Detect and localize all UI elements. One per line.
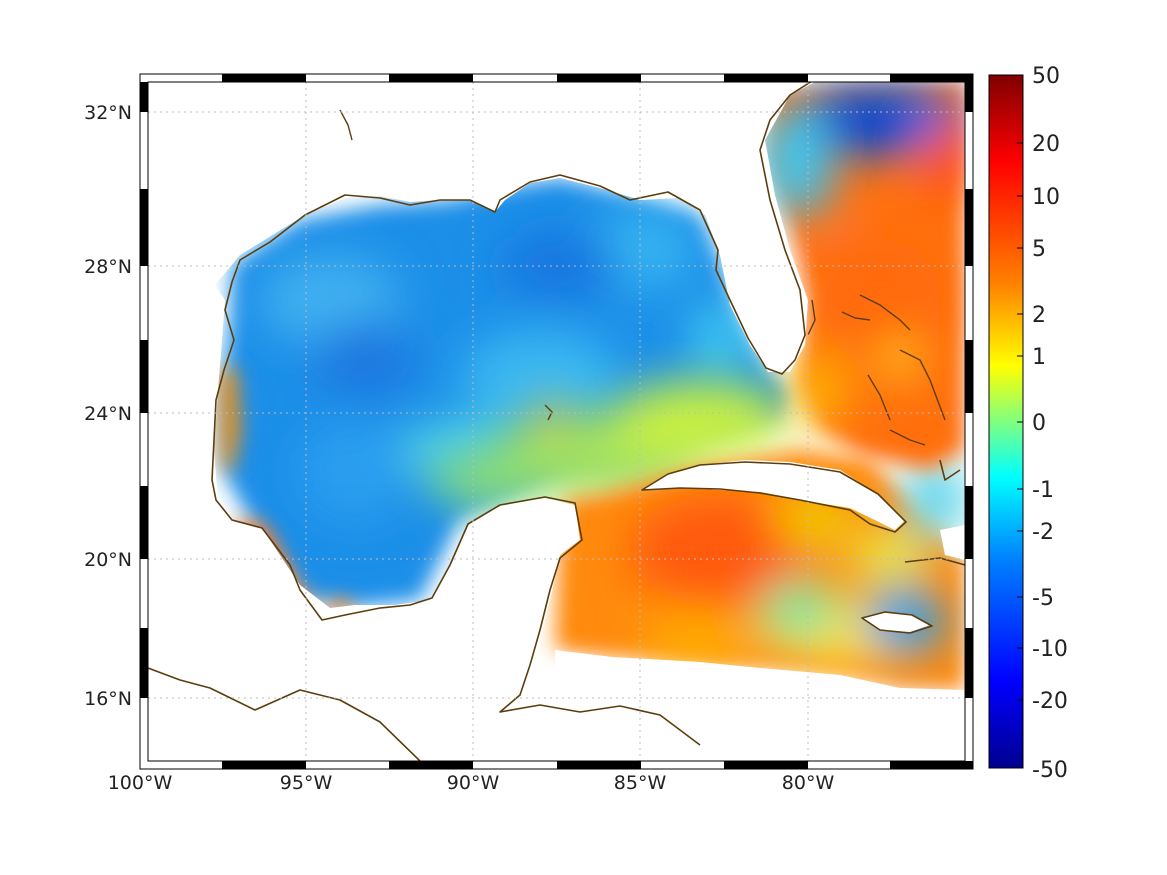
colorbar: 50 20 10 5 2 1 0 -1 -2 -5 -10 -20 -50	[988, 64, 1068, 783]
colorbar-tick-label: -2	[1032, 520, 1054, 545]
latitude-labels: 32°N 28°N 24°N 20°N 16°N	[84, 102, 132, 710]
colorbar-tick-label: -5	[1032, 586, 1054, 611]
lon-tick-label: 95°W	[280, 772, 333, 794]
map-frame	[139, 73, 974, 770]
lat-tick-label: 28°N	[84, 256, 132, 278]
graticule	[148, 82, 965, 761]
lon-tick-label: 100°W	[108, 772, 173, 794]
lon-tick-label: 90°W	[447, 772, 500, 794]
lon-tick-label: 80°W	[782, 772, 835, 794]
colorbar-tick-label: 1	[1032, 345, 1046, 370]
longitude-labels: 100°W 95°W 90°W 85°W 80°W	[108, 772, 835, 794]
colorbar-tick-marks	[1017, 142, 1023, 701]
lat-tick-label: 32°N	[84, 102, 132, 124]
island-outlines	[339, 109, 946, 446]
lat-tick-label: 24°N	[84, 403, 132, 425]
land-mask	[148, 82, 965, 761]
colorbar-tick-label: -10	[1032, 637, 1068, 662]
colorbar-tick-label: 2	[1032, 303, 1046, 328]
colorbar-tick-label: -20	[1032, 689, 1068, 714]
colorbar-tick-label: -1	[1032, 478, 1054, 503]
lon-tick-label: 85°W	[614, 772, 667, 794]
coastlines	[148, 82, 965, 761]
colorbar-tick-label: 0	[1032, 411, 1046, 436]
lat-tick-label: 20°N	[84, 549, 132, 571]
colorbar-tick-label: 20	[1032, 132, 1060, 157]
lat-tick-label: 16°N	[84, 688, 132, 710]
colorbar-tick-label: 10	[1032, 185, 1060, 210]
colorbar-tick-label: -50	[1032, 758, 1068, 783]
colorbar-tick-label: 50	[1032, 64, 1060, 89]
colorbar-tick-label: 5	[1032, 237, 1046, 262]
